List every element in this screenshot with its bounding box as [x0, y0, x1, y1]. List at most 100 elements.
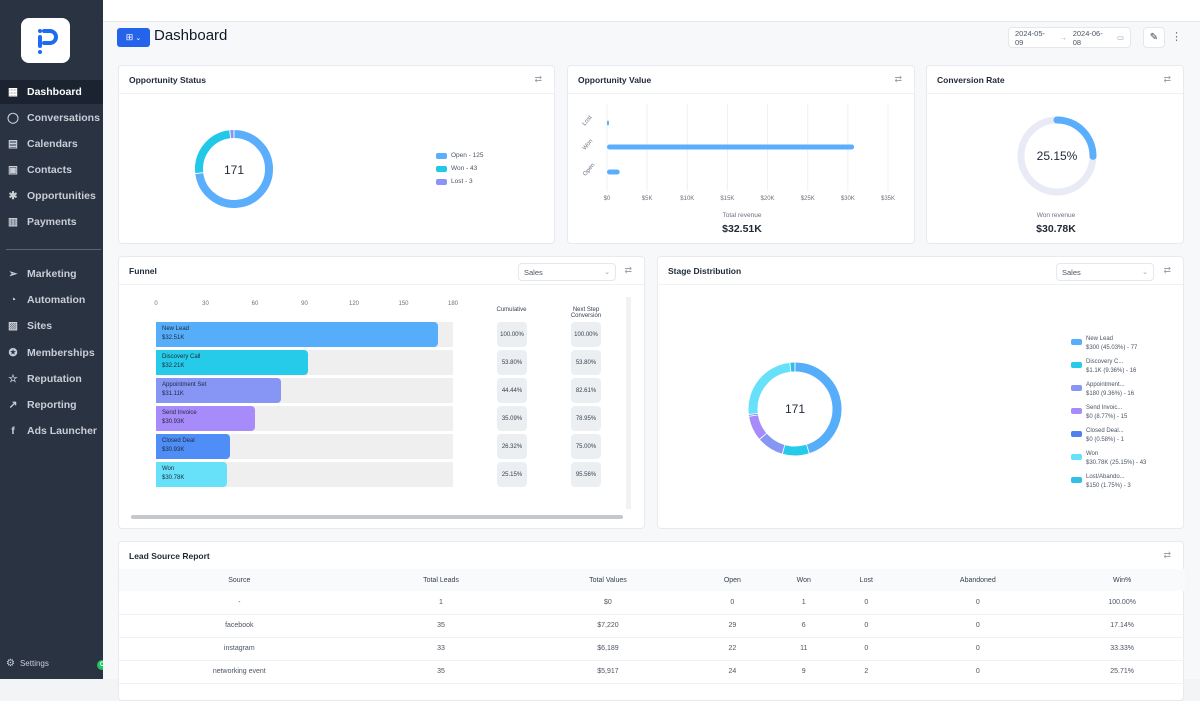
table-cell: 9 — [771, 660, 836, 683]
select-value: Sales — [1062, 268, 1081, 277]
sidebar-item-dashboard[interactable]: ▦Dashboard — [0, 80, 103, 104]
table-cell: 0 — [896, 637, 1059, 660]
swap-icon[interactable]: ⇄ — [1163, 550, 1171, 561]
swap-icon[interactable]: ⇄ — [1163, 74, 1171, 85]
funnel-bar[interactable]: New Lead$32.51K — [156, 322, 438, 347]
table-cell: 0 — [836, 637, 896, 660]
column-header[interactable]: Total Leads — [360, 569, 523, 591]
pencil-icon: ✎ — [1150, 32, 1158, 43]
app-logo[interactable] — [21, 18, 70, 63]
sidebar-item-memberships[interactable]: ✪Memberships — [0, 341, 103, 365]
next-step-value: 100.00% — [571, 322, 601, 347]
sidebar-item-label: Memberships — [27, 347, 95, 359]
bar-won[interactable] — [607, 145, 854, 150]
legend-name: Won — [1086, 450, 1146, 459]
sidebar-item-opportunities[interactable]: ✱ Opportunities — [0, 184, 103, 208]
column-header[interactable]: Won — [771, 569, 836, 591]
legend-item[interactable]: New Lead$300 (45.03%) - 77 — [1071, 335, 1146, 353]
legend-swatch — [1071, 408, 1082, 414]
cumulative-value: 53.80% — [497, 350, 527, 375]
sidebar-item-label: Marketing — [27, 268, 77, 280]
column-header[interactable]: Win% — [1059, 569, 1185, 591]
sidebar-item-label: Opportunities — [27, 190, 96, 202]
won-revenue-label: Won revenue — [927, 212, 1185, 219]
legend-item[interactable]: Send Invoic...$0 (8.77%) - 15 — [1071, 404, 1146, 422]
legend-item[interactable]: Open - 125 — [436, 152, 484, 159]
stage-amount: $30.93K — [162, 418, 249, 427]
swap-icon[interactable]: ⇄ — [1163, 265, 1171, 276]
legend-name: Appointment... — [1086, 381, 1134, 390]
stage-name: Won — [162, 465, 221, 474]
legend-item[interactable]: Won - 43 — [436, 165, 484, 172]
funnel-bar[interactable]: Won$30.78K — [156, 462, 227, 487]
sidebar-item-contacts[interactable]: ▣Contacts — [0, 158, 103, 182]
legend-item[interactable]: Appointment...$180 (9.36%) - 16 — [1071, 381, 1146, 399]
legend-name: Discovery C... — [1086, 358, 1136, 367]
column-header[interactable]: Open — [693, 569, 771, 591]
page-title: Dashboard — [154, 27, 227, 44]
legend-item[interactable]: Closed Deal...$0 (0.58%) - 1 — [1071, 427, 1146, 445]
funnel-vscroll[interactable] — [626, 297, 631, 509]
column-header[interactable]: Total Values — [522, 569, 693, 591]
funnel-bar[interactable]: Appointment Set$31.11K — [156, 378, 281, 403]
opportunities-icon: ✱ — [6, 189, 20, 203]
grid-icon: ▦ — [6, 85, 20, 99]
bar-lost[interactable] — [607, 121, 609, 126]
legend-label: Lost - 3 — [451, 178, 473, 185]
table-cell: 100.00% — [1059, 591, 1185, 614]
stage-pipeline-select[interactable]: Sales⌄ — [1056, 263, 1154, 281]
bar-open[interactable] — [607, 170, 620, 175]
stage-name: Appointment Set — [162, 381, 275, 390]
edit-dashboard-button[interactable]: ✎ — [1143, 27, 1165, 48]
more-options-icon[interactable]: ⋮ — [1171, 30, 1182, 43]
legend-detail: $30.78K (25.15%) - 43 — [1086, 459, 1146, 468]
send-icon: ➢ — [6, 267, 20, 281]
sidebar-item-reporting[interactable]: ↗Reporting — [0, 393, 103, 417]
x-tick-label: 60 — [247, 301, 263, 307]
legend-detail: $300 (45.03%) - 77 — [1086, 344, 1137, 353]
cumulative-header: Cumulative — [489, 307, 534, 313]
table-cell: $7,220 — [522, 614, 693, 637]
legend-item[interactable]: Discovery C...$1.1K (9.36%) - 16 — [1071, 358, 1146, 376]
sidebar-item-label: Ads Launcher — [27, 425, 97, 437]
stage-amount: $31.11K — [162, 390, 275, 399]
stage-distribution-card: Stage Distribution Sales⌄ ⇄ 171 New Lead… — [657, 256, 1184, 529]
sidebar-item-sites[interactable]: ▨Sites — [0, 314, 103, 338]
stage-name: Closed Deal — [162, 437, 224, 446]
dashboard-switcher-button[interactable]: ⊞⌄ — [117, 28, 150, 47]
sidebar-item-conversations[interactable]: ◯Conversations — [0, 106, 103, 130]
trend-icon: ↗ — [6, 398, 20, 412]
legend-item[interactable]: Lost - 3 — [436, 178, 484, 185]
date-range-picker[interactable]: 2024-05-09 → 2024-06-08 ▭ — [1008, 27, 1131, 48]
legend-name: New Lead — [1086, 335, 1137, 344]
x-tick-label: 0 — [148, 301, 164, 307]
column-header[interactable]: Source — [119, 569, 360, 591]
column-header[interactable]: Abandoned — [896, 569, 1059, 591]
column-header[interactable]: Lost — [836, 569, 896, 591]
funnel-bar[interactable]: Discovery Call$32.21K — [156, 350, 308, 375]
funnel-scrollbar[interactable] — [131, 515, 623, 519]
stage-slice-1[interactable] — [784, 449, 807, 451]
stage-slice-2[interactable] — [763, 437, 783, 450]
funnel-bar[interactable]: Send Invoice$30.93K — [156, 406, 255, 431]
settings-link[interactable]: ⚙ Settings — [6, 658, 49, 669]
contacts-icon: ▣ — [6, 163, 20, 177]
automation-icon: ◔ — [6, 293, 20, 307]
stage-slice-3[interactable] — [754, 416, 763, 436]
x-tick-label: 150 — [396, 301, 412, 307]
legend-item[interactable]: Lost/Abando...$150 (1.75%) - 3 — [1071, 473, 1146, 491]
sidebar-divider — [6, 249, 101, 250]
swap-icon[interactable]: ⇄ — [534, 74, 542, 85]
sidebar-item-marketing[interactable]: ➢ Marketing — [0, 262, 103, 286]
legend-item[interactable]: Won$30.78K (25.15%) - 43 — [1071, 450, 1146, 468]
sidebar-item-payments[interactable]: ▥Payments — [0, 210, 103, 234]
sidebar-item-calendars[interactable]: ▤Calendars — [0, 132, 103, 156]
sidebar-item-reputation[interactable]: ☆Reputation — [0, 367, 103, 391]
funnel-bar[interactable]: Closed Deal$30.93K — [156, 434, 230, 459]
sidebar-item-automation[interactable]: ◔Automation — [0, 288, 103, 312]
